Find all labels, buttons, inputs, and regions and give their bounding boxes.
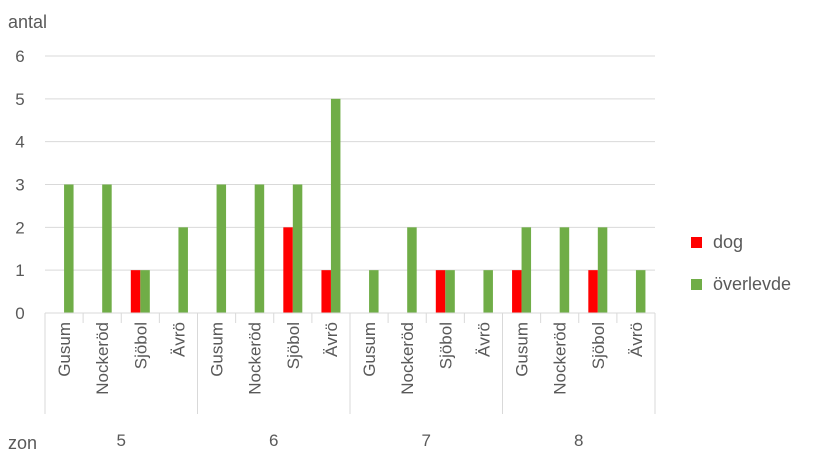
bar-dog [588, 270, 598, 313]
legend-label: dog [713, 232, 743, 252]
y-tick-label: 6 [15, 47, 24, 66]
bar-överlevde [102, 184, 112, 313]
bar-överlevde [64, 184, 74, 313]
bar-överlevde [521, 227, 532, 313]
y-tick-label: 3 [15, 176, 24, 195]
category-label: Gusum [55, 322, 74, 377]
bar-överlevde [216, 184, 227, 313]
legend: dog överlevde [691, 232, 791, 294]
bar-överlevde [483, 270, 493, 313]
zone-label: 8 [574, 431, 583, 450]
category-label: Ävrö [169, 322, 188, 357]
grid-lines [45, 55, 655, 271]
zone-label: 5 [117, 431, 126, 450]
bar-dog [512, 270, 522, 313]
bar-överlevde [178, 227, 188, 313]
zone-label: 6 [269, 431, 278, 450]
category-label: Sjöbol [436, 322, 455, 369]
category-label: Ävrö [322, 322, 341, 357]
y-tick-label: 5 [15, 90, 24, 109]
y-tick-label: 1 [15, 261, 24, 280]
zone-label: 7 [422, 431, 431, 450]
category-label: Sjöbol [131, 322, 150, 369]
bar-dog [321, 270, 331, 313]
category-label: Gusum [208, 322, 227, 377]
legend-swatch [691, 237, 702, 248]
bars [64, 98, 646, 313]
x-axis-title: zon [8, 433, 37, 453]
category-label: Nockeröd [93, 322, 112, 395]
y-tick-label: 2 [15, 218, 24, 237]
bar-överlevde [369, 270, 379, 313]
bar-överlevde [635, 270, 646, 313]
category-label: Gusum [360, 322, 379, 377]
y-tick-labels: 0 1 2 3 4 5 6 [15, 47, 24, 323]
bar-överlevde [292, 184, 303, 313]
category-label: Gusum [513, 322, 532, 377]
category-label: Sjöbol [284, 322, 303, 369]
y-axis-title: antal [8, 12, 47, 32]
bar-överlevde [597, 227, 608, 313]
bar-överlevde [254, 184, 265, 313]
bar-överlevde [330, 98, 341, 313]
bar-överlevde [140, 270, 150, 313]
bar-överlevde [559, 227, 570, 313]
y-tick-label: 4 [15, 133, 24, 152]
bar-överlevde [445, 270, 455, 313]
bar-dog [435, 270, 446, 313]
bar-dog [283, 227, 293, 313]
bar-överlevde [407, 227, 417, 313]
y-tick-label: 0 [15, 304, 24, 323]
category-label: Ävrö [627, 322, 646, 357]
legend-swatch [691, 279, 702, 290]
category-label: Nockeröd [246, 322, 265, 395]
category-label: Ävrö [474, 322, 493, 357]
bar-dog [130, 270, 141, 313]
legend-label: överlevde [713, 274, 791, 294]
x-axis: Gusum Nockeröd Sjöbol Ävrö Gusum Nockeröd Sjöb… [44, 312, 656, 450]
category-label: Nockeröd [551, 322, 570, 395]
category-label: Sjöbol [589, 322, 608, 369]
category-label: Nockeröd [398, 322, 417, 395]
